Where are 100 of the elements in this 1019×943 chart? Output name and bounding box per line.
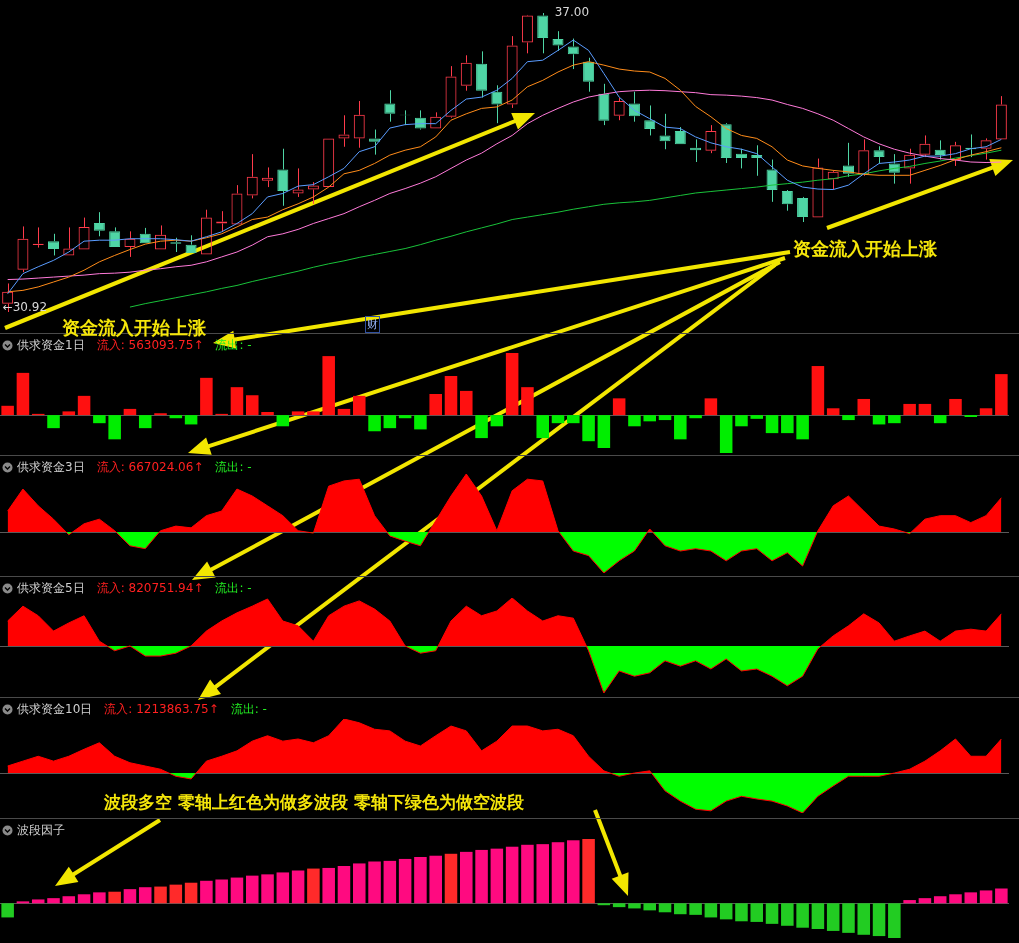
bar: [949, 398, 962, 416]
bar: [811, 903, 825, 929]
bar: [628, 415, 641, 427]
bar: [322, 356, 335, 416]
annotation: 37.00: [554, 5, 590, 20]
bar: [826, 903, 840, 931]
bar: [475, 849, 488, 904]
candlestick: [583, 57, 595, 93]
bar: [567, 840, 580, 904]
text: 流入: 563093.75↑: [96, 337, 204, 354]
bar: [521, 844, 534, 904]
bar: [245, 395, 259, 416]
bar: [597, 415, 611, 449]
annotation: 流出: -: [215, 459, 252, 476]
bar: [291, 870, 305, 904]
annotation: 流入: 667024.06↑: [96, 459, 204, 476]
candlestick: [873, 145, 885, 164]
bar: [353, 863, 366, 904]
bar: [490, 848, 504, 904]
bar: [872, 415, 886, 425]
bar: [353, 395, 366, 416]
bar: [414, 415, 427, 430]
bar: [918, 898, 932, 904]
bar: [77, 894, 91, 904]
candlestick: [369, 129, 381, 156]
bar: [933, 415, 947, 424]
bar: [674, 415, 687, 440]
bar: [215, 879, 228, 904]
bar: [276, 872, 290, 904]
text: 流出: -: [230, 701, 267, 718]
text: 流入: 820751.94↑: [96, 580, 204, 597]
bar: [276, 415, 290, 427]
bar: [551, 842, 565, 904]
bar: [842, 903, 855, 933]
bar: [169, 415, 183, 419]
bar: [490, 415, 504, 427]
bar: [475, 415, 488, 439]
candlestick: [598, 83, 610, 126]
bar: [719, 903, 733, 920]
bar: [1, 903, 14, 918]
bar: [77, 395, 91, 416]
bar: [93, 892, 106, 904]
bar: [689, 415, 702, 419]
bar: [123, 408, 137, 416]
bar: [933, 896, 947, 904]
bar: [184, 415, 198, 425]
bar: [857, 903, 871, 935]
bar: [949, 894, 962, 904]
bar: [658, 415, 672, 421]
chart-title: 供求资金3日: [17, 459, 85, 476]
bar: [567, 415, 580, 424]
bar: [658, 903, 672, 913]
bar: [429, 855, 442, 904]
bar: [995, 374, 1008, 416]
bar: [47, 898, 60, 904]
bar: [811, 366, 825, 416]
bar: [398, 858, 412, 904]
chart-title: 供求资金10日: [17, 701, 93, 718]
text: 流入: 1213863.75↑: [104, 701, 219, 718]
bar: [551, 415, 565, 424]
bar: [857, 398, 871, 416]
bar: [643, 903, 656, 911]
bar: [444, 853, 458, 904]
bar: [612, 398, 626, 416]
bar: [536, 415, 549, 439]
bar: [735, 903, 748, 922]
bar: [765, 415, 779, 434]
annotation: 波段多空 零轴上红色为做多波段 零轴下绿色为做空波段: [104, 791, 524, 814]
bar: [765, 903, 779, 924]
bar: [964, 892, 978, 904]
bar: [750, 903, 764, 922]
candlestick: [766, 159, 778, 203]
bar: [796, 903, 809, 928]
bar: [842, 415, 855, 421]
bar: [47, 415, 60, 429]
bar: [628, 903, 641, 909]
candlestick: [797, 197, 809, 223]
bar: [750, 415, 764, 419]
bar: [245, 875, 259, 904]
bar: [31, 899, 45, 904]
bar: [888, 415, 901, 424]
bar: [337, 408, 351, 416]
bar: [169, 884, 183, 904]
bar: [62, 896, 76, 904]
candlestick: [659, 113, 671, 150]
bar: [719, 415, 733, 453]
bar: [322, 867, 335, 904]
bar: [796, 415, 809, 440]
candlestick: [384, 89, 396, 123]
bar: [781, 415, 794, 434]
bar: [460, 851, 473, 904]
bar: [612, 903, 626, 908]
bar: [872, 903, 886, 937]
text: 财: [365, 316, 380, 333]
bar: [291, 411, 305, 416]
chart-title: 波段因子: [17, 822, 65, 839]
bar: [368, 415, 381, 432]
bar: [108, 891, 121, 904]
bar: [123, 889, 137, 904]
bar: [307, 411, 320, 416]
